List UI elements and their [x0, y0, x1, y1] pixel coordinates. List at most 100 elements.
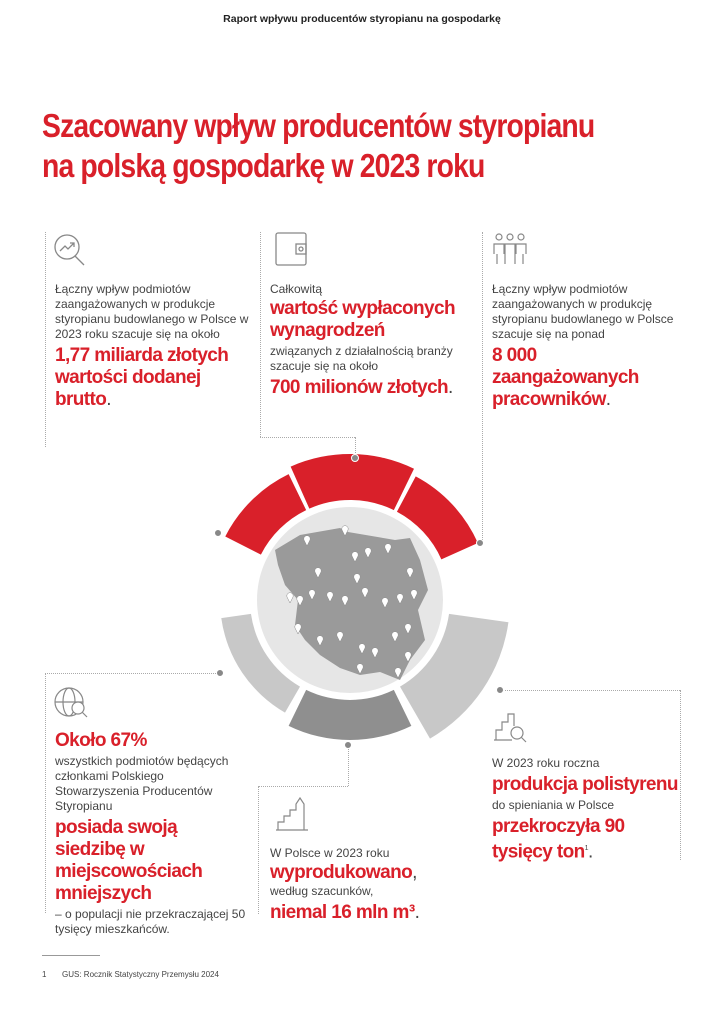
growth-chart-icon	[276, 796, 308, 831]
wallet-icon	[275, 232, 307, 266]
connector-dot	[214, 529, 222, 537]
ring-segment-light	[400, 613, 509, 739]
location-pin-icon	[341, 525, 349, 537]
location-pin-icon	[294, 623, 302, 635]
divider	[45, 232, 46, 447]
people-icon	[493, 233, 527, 264]
location-pin-icon	[394, 667, 402, 679]
globe-search-icon	[54, 687, 88, 718]
divider	[45, 673, 46, 913]
locations-percent: Około 67%	[55, 730, 147, 751]
poland-map	[275, 528, 428, 680]
location-pin-icon	[286, 592, 294, 604]
value-added-value: 1,77 miliarda złotych wartości dodanej b…	[55, 345, 229, 410]
employees-value-line: 8 000 zaangażowanych pracowników.	[492, 345, 687, 411]
title-line-1: Szacowany wpływ producentów styropianu	[42, 107, 595, 144]
polystyrene-value: przekroczyła 90 tysięcy ton	[492, 816, 625, 863]
wages-pre: Całkowitą	[270, 282, 323, 296]
locations-text: wszystkich podmiotów będących członkami …	[55, 754, 229, 813]
ring-segment-dark	[288, 689, 412, 740]
footnote-number: 1	[42, 970, 47, 979]
location-pin-icon	[364, 547, 372, 559]
location-pin-icon	[371, 647, 379, 659]
wages-block: Całkowitą wartość wypłaconych wynagrodze…	[270, 282, 470, 401]
divider	[258, 786, 259, 914]
locations-block: Około 67% wszystkich podmiotów będących …	[55, 730, 250, 937]
location-pin-icon	[406, 567, 414, 579]
production-highlight-line: wyprodukowano,	[270, 862, 450, 884]
title-line-2: na polską gospodarkę w 2023 roku	[42, 147, 485, 184]
location-pin-icon	[316, 635, 324, 647]
locations-highlight: posiada swoją siedzibę w miejscowościach…	[55, 817, 203, 904]
connector-dot	[496, 686, 504, 694]
wages-text: związanych z działalnością branży szacuj…	[270, 344, 453, 373]
location-pin-icon	[361, 587, 369, 599]
location-pin-icon	[314, 567, 322, 579]
locations-text2: – o populacji nie przekraczającej 50 tys…	[55, 907, 246, 936]
location-pin-icon	[296, 595, 304, 607]
page-title: Szacowany wpływ producentów styropianu n…	[42, 106, 595, 186]
divider	[482, 232, 483, 542]
location-pin-icon	[308, 589, 316, 601]
value-added-block: Łączny wpływ podmiotów zaangażowanych w …	[55, 282, 250, 413]
polystyrene-text: W 2023 roku roczna	[492, 756, 600, 770]
production-value-line: niemal 16 mln m³.	[270, 902, 450, 924]
ring-segment-light	[221, 613, 300, 713]
connector-dot	[351, 454, 359, 462]
divider	[355, 437, 356, 457]
magnifier-trend-icon	[54, 234, 85, 266]
location-pin-icon	[356, 663, 364, 675]
chart-search-icon	[494, 713, 527, 743]
location-pin-icon	[303, 535, 311, 547]
period: .	[106, 389, 111, 410]
value-added-text: Łączny wpływ podmiotów zaangażowanych w …	[55, 282, 249, 341]
location-pin-icon	[404, 623, 412, 635]
production-text: W Polsce w 2023 roku	[270, 846, 390, 860]
period: .	[587, 841, 593, 863]
production-text2: według szacunków,	[270, 884, 374, 898]
connector-dot	[476, 539, 484, 547]
location-pin-icon	[384, 543, 392, 555]
divider	[260, 437, 355, 438]
footnote-rule	[42, 955, 100, 956]
employees-block: Łączny wpływ podmiotów zaangażowanych w …	[492, 282, 687, 413]
location-pin-icon	[336, 631, 344, 643]
ring-segment-red	[225, 474, 307, 555]
ring-segment-red	[290, 454, 415, 511]
production-block: W Polsce w 2023 roku wyprodukowano, wedł…	[270, 846, 450, 926]
wages-highlight: wartość wypłaconych wynagrodzeń	[270, 298, 456, 341]
connector-dot	[216, 669, 224, 677]
period: .	[414, 902, 420, 923]
location-pin-icon	[351, 551, 359, 563]
location-pin-icon	[391, 631, 399, 643]
divider	[258, 786, 348, 787]
location-pin-icon	[381, 597, 389, 609]
divider	[680, 690, 681, 860]
wages-value: 700 milionów złotych	[270, 377, 449, 398]
footnote-ref[interactable]: 1	[584, 845, 589, 852]
value-added-highlight: 1,77 miliarda złotych wartości dodanej b…	[55, 345, 250, 411]
polystyrene-text2: do spieniania w Polsce	[492, 798, 615, 812]
divider	[45, 673, 220, 674]
employees-text: Łączny wpływ podmiotów zaangażowanych w …	[492, 282, 674, 341]
divider	[500, 690, 680, 691]
wages-value-line: 700 milionów złotych.	[270, 377, 470, 399]
location-pin-icon	[358, 643, 366, 655]
ring-segment-red	[396, 476, 478, 560]
connector-dot	[344, 741, 352, 749]
location-pin-icon	[326, 591, 334, 603]
employees-value: 8 000 zaangażowanych pracowników	[492, 345, 639, 410]
location-pin-icon	[341, 595, 349, 607]
location-pin-icon	[404, 651, 412, 663]
running-header: Raport wpływu producentów styropianu na …	[223, 13, 501, 25]
location-pin-icon	[353, 573, 361, 585]
location-pin-icon	[396, 593, 404, 605]
location-pin-icon	[410, 589, 418, 601]
comma: ,	[412, 862, 417, 883]
period: .	[605, 389, 611, 410]
polystyrene-value-line: przekroczyła 90 tysięcy ton1.	[492, 816, 682, 863]
polystyrene-highlight: produkcja polistyrenu	[492, 774, 678, 795]
polystyrene-block: W 2023 roku roczna produkcja polistyrenu…	[492, 756, 682, 865]
